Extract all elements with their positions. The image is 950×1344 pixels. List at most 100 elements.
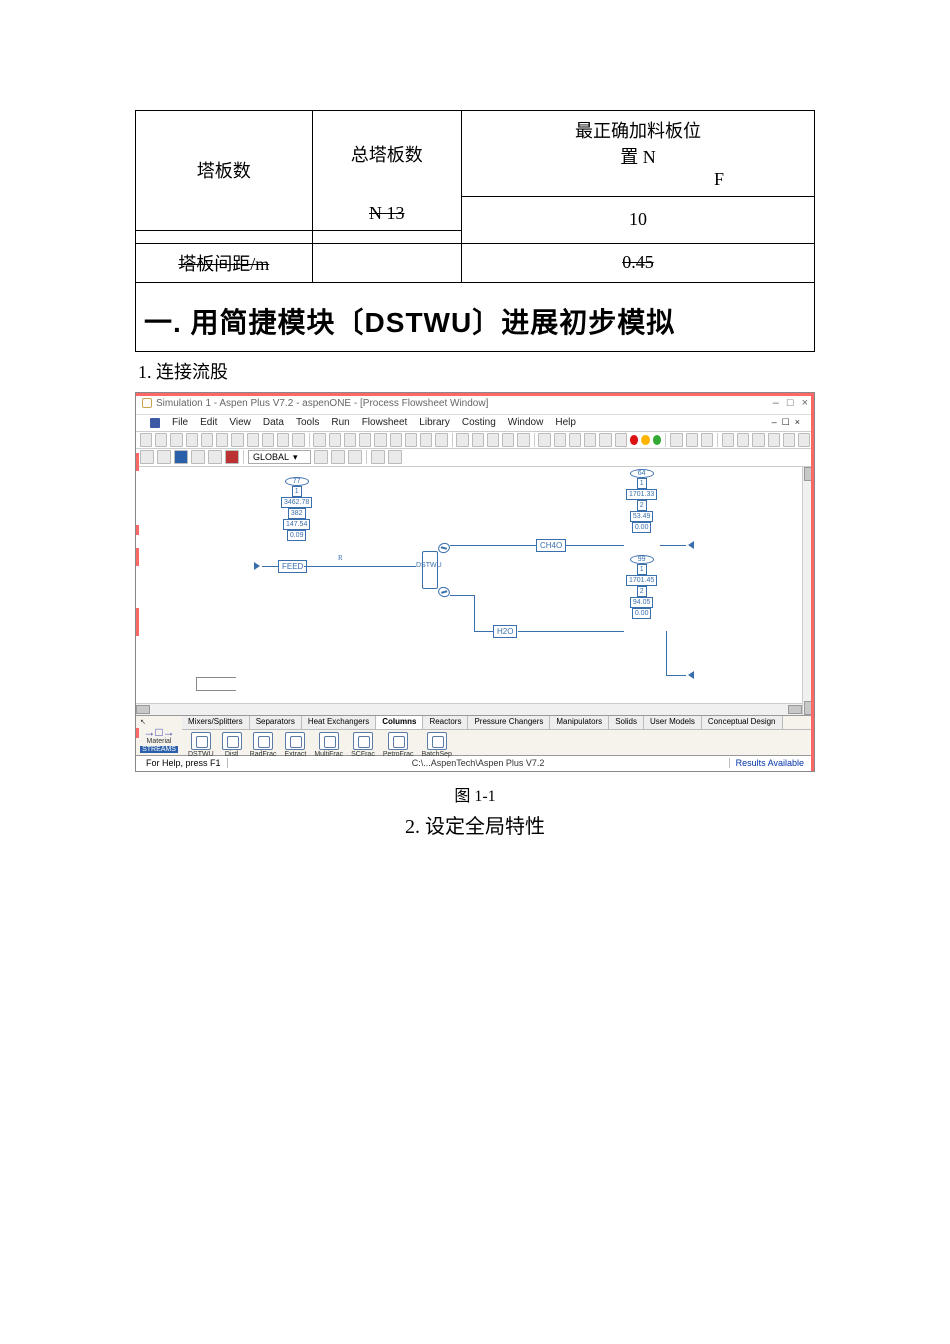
tab-solids[interactable]: Solids [609, 716, 644, 729]
hscroll[interactable] [136, 703, 802, 715]
toolbar-icon-31[interactable] [670, 433, 682, 447]
h2o-v2: 1701.45 [626, 575, 657, 586]
toolbar-icon-25[interactable] [538, 433, 550, 447]
toolbar-icon-12[interactable] [329, 433, 341, 447]
unit-scfrac[interactable]: SCFrac [351, 732, 375, 758]
unit-extract[interactable]: Extract [285, 732, 307, 758]
menu-edit[interactable]: Edit [200, 417, 217, 428]
toolbar-icon-20[interactable] [456, 433, 468, 447]
tb2-ico-11[interactable] [388, 450, 402, 464]
unit-radfrac[interactable]: RadFrac [250, 732, 277, 758]
toolbar-icon-5[interactable] [216, 433, 228, 447]
step-1-label: 1. 连接流股 [138, 358, 815, 384]
tab-user[interactable]: User Models [644, 716, 702, 729]
menu-library[interactable]: Library [419, 417, 450, 428]
toolbar-icon-39[interactable] [798, 433, 810, 447]
toolbar-icon-22[interactable] [487, 433, 499, 447]
tab-pressure[interactable]: Pressure Changers [468, 716, 550, 729]
toolbar-icon-23[interactable] [502, 433, 514, 447]
toolbar-icon-9[interactable] [277, 433, 289, 447]
tab-conceptual[interactable]: Conceptual Design [702, 716, 783, 729]
toolbar-icon-21[interactable] [472, 433, 484, 447]
menu-flowsheet[interactable]: Flowsheet [362, 417, 408, 428]
btn-minimize[interactable]: – [773, 397, 779, 409]
menu-costing[interactable]: Costing [462, 417, 496, 428]
menu-window[interactable]: Window [508, 417, 544, 428]
menu-file[interactable]: File [172, 417, 188, 428]
toolbar-icon-33[interactable] [701, 433, 713, 447]
toolbar-icon-7[interactable] [247, 433, 259, 447]
status-left: For Help, press F1 [140, 758, 228, 768]
tab-manip[interactable]: Manipulators [550, 716, 609, 729]
toolbar-icon-8[interactable] [262, 433, 274, 447]
menubar: File Edit View Data Tools Run Flowsheet … [136, 415, 814, 431]
toolbar-icon-6[interactable] [231, 433, 243, 447]
toolbar-icon-11[interactable] [313, 433, 325, 447]
tb2-ico-2[interactable] [157, 450, 171, 464]
tb2-ico-7[interactable] [314, 450, 328, 464]
unit-multifrac[interactable]: MultiFrac [314, 732, 343, 758]
tb2-ico-9[interactable] [348, 450, 362, 464]
ch4o-v4: 53.49 [630, 511, 654, 522]
toolbar-icon-38[interactable] [783, 433, 795, 447]
toolbar-icon-35[interactable] [737, 433, 749, 447]
btn-close[interactable]: × [802, 397, 808, 409]
btn-maximize[interactable]: □ [787, 397, 794, 409]
toolbar-icon-32[interactable] [686, 433, 698, 447]
toolbar-icon-27[interactable] [569, 433, 581, 447]
tab-separators[interactable]: Separators [250, 716, 302, 729]
dstwu-block[interactable] [416, 539, 444, 601]
toolbar-icon-36[interactable] [752, 433, 764, 447]
tb2-ico-10[interactable] [371, 450, 385, 464]
tb2-ico-4[interactable] [191, 450, 205, 464]
toolbar-icon-37[interactable] [768, 433, 780, 447]
menu-data[interactable]: Data [263, 417, 284, 428]
tab-hx[interactable]: Heat Exchangers [302, 716, 376, 729]
toolbar-icon-26[interactable] [554, 433, 566, 447]
toolbar-icon-18[interactable] [420, 433, 432, 447]
toolbar-icon-24[interactable] [517, 433, 529, 447]
toolbar-icon-30[interactable] [615, 433, 627, 447]
unit-batchsep[interactable]: BatchSep [422, 732, 452, 758]
toolbar-icon-13[interactable] [344, 433, 356, 447]
tb2-ico-8[interactable] [331, 450, 345, 464]
tb2-ico-5[interactable] [208, 450, 222, 464]
tb2-ico-6[interactable] [225, 450, 239, 464]
txt-line2: 置 N [472, 143, 804, 169]
unit-petrofrac[interactable]: PetroFrac [383, 732, 414, 758]
menu-run[interactable]: Run [331, 417, 349, 428]
toolbar-icon-16[interactable] [390, 433, 402, 447]
palette-stream-selector[interactable]: ↖ →□→ Material STREAMS [136, 716, 182, 755]
toolbar-icon-1[interactable] [155, 433, 167, 447]
toolbar-icon-29[interactable] [599, 433, 611, 447]
toolbar-icon-0[interactable] [140, 433, 152, 447]
menu-help[interactable]: Help [555, 417, 576, 428]
feed-label: FEED [278, 560, 307, 573]
toolbar-icon-2[interactable] [170, 433, 182, 447]
toolbar-icon-14[interactable] [359, 433, 371, 447]
flowsheet-canvas[interactable]: 77 1 3462.78 382 147.54 0.09 FEED R DSTW… [136, 467, 814, 715]
unit-dstwu[interactable]: DSTWU [188, 732, 214, 758]
toolbar-icon-28[interactable] [584, 433, 596, 447]
combo-text: GLOBAL [253, 452, 289, 462]
menu-tools[interactable]: Tools [296, 417, 319, 428]
tb2-ico-3[interactable] [174, 450, 188, 464]
tab-columns[interactable]: Columns [376, 716, 423, 729]
vscroll[interactable] [802, 467, 814, 715]
tab-reactors[interactable]: Reactors [423, 716, 468, 729]
toolbar-icon-34[interactable] [722, 433, 734, 447]
cell-total-plates-label: 总塔板数 [312, 111, 461, 197]
tab-mixers[interactable]: Mixers/Splitters [182, 716, 250, 729]
toolbar-icon-4[interactable] [201, 433, 213, 447]
toolbar-icon-19[interactable] [435, 433, 447, 447]
cell-n13: N 13 [312, 197, 461, 231]
toolbar-icon-10[interactable] [292, 433, 304, 447]
unit-distl[interactable]: Distl [222, 732, 242, 758]
toolbar-icon-15[interactable] [374, 433, 386, 447]
menu-view[interactable]: View [229, 417, 251, 428]
tb2-ico-1[interactable] [140, 450, 154, 464]
combo-global[interactable]: GLOBAL ▾ [248, 450, 311, 464]
toolbar-icon-3[interactable] [186, 433, 198, 447]
toolbar-icon-17[interactable] [405, 433, 417, 447]
cell-optimal-feed: 最正确加料板位 置 N F [461, 111, 814, 197]
